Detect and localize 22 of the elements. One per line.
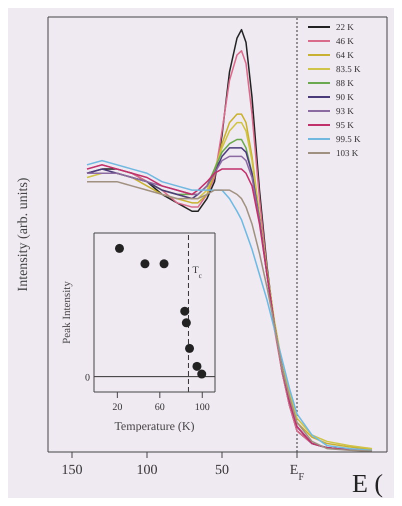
x-axis-title: E (	[352, 469, 383, 498]
x-tick-label: E$_{F}$	[290, 463, 304, 482]
x-tick-label: 50	[215, 463, 229, 478]
x-tick-label: 60	[154, 402, 165, 413]
legend-label: 93 K	[336, 105, 354, 118]
x-tick-label: 100	[194, 402, 210, 413]
legend-label: 90 K	[336, 91, 354, 104]
y-axis-title: Peak Intensity	[60, 280, 73, 344]
x-tick-label: 20	[112, 402, 122, 413]
x-tick-label: 100	[136, 463, 158, 478]
legend-label: 46 K	[336, 35, 354, 48]
legend-label: 88 K	[336, 77, 354, 90]
y-axis-title: Intensity (arb. units)	[16, 177, 31, 292]
legend-label: 83.5 K	[336, 63, 360, 76]
x-tick-label: 150	[62, 463, 82, 478]
ref-line-label: 0	[85, 372, 90, 384]
legend-label: 64 K	[336, 49, 354, 62]
legend-label: 103 K	[336, 147, 358, 160]
ref-line-label: T$_{c}$	[192, 265, 203, 280]
legend-label: 95 K	[336, 119, 354, 132]
legend-label: 22 K	[336, 21, 354, 34]
legend-label: 99.5 K	[336, 133, 360, 146]
